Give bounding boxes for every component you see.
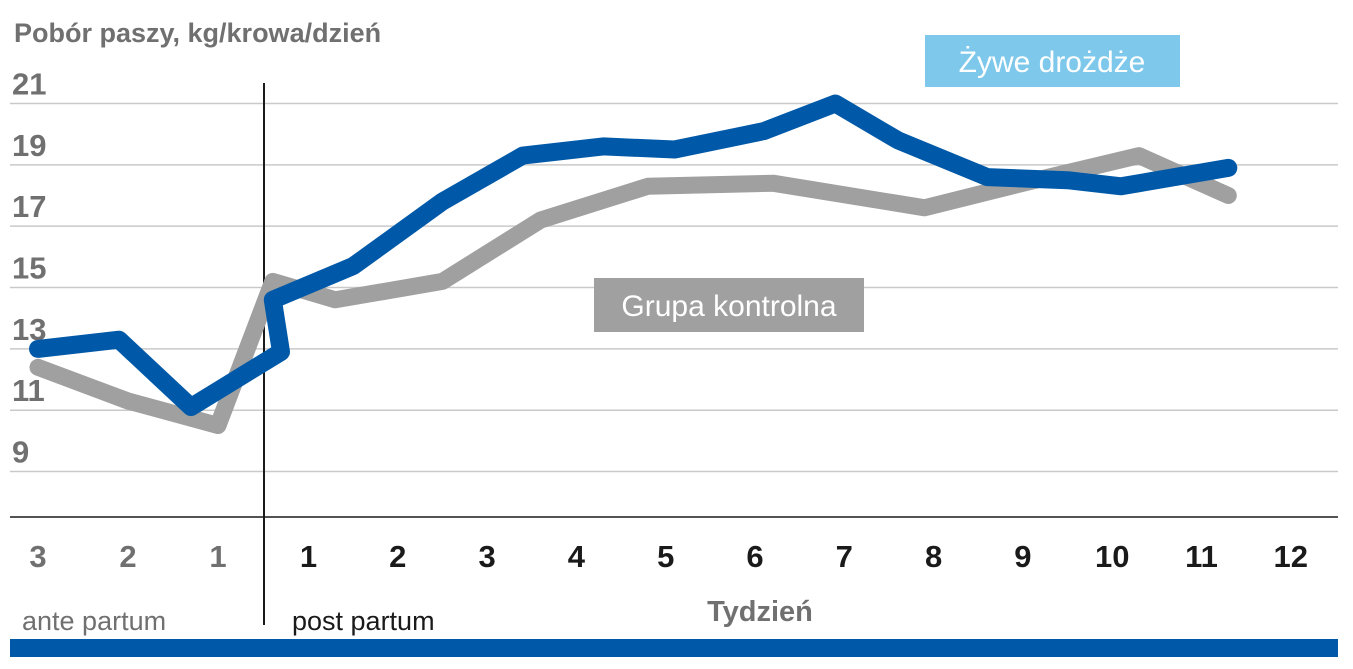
x-tick-label: 3 [478,539,495,574]
x-tick-labels: 3 2 1 1 2 3 4 5 6 7 8 9 10 11 12 [29,539,1308,574]
x-tick-label: 9 [1014,539,1031,574]
series-lines [29,94,1238,434]
phase-label-ante: ante partum [22,606,166,636]
y-tick-label: 9 [12,435,29,470]
legend-label-live-yeast: Żywe drożdże [959,46,1146,79]
x-tick-label: 12 [1274,539,1308,574]
x-tick-label: 2 [389,539,406,574]
y-axis-title: Pobór paszy, kg/krowa/dzień [14,18,381,48]
legend-swatch-live-yeast [925,35,1180,87]
x-tick-label: 6 [746,539,763,574]
x-tick-label: 11 [1185,539,1218,574]
y-tick-label: 17 [12,189,46,224]
x-tick-label: 7 [836,539,853,574]
x-axis-title: Tydzień [707,596,813,628]
bottom-bar [10,639,1338,657]
series-line-live-yeast [29,94,1238,417]
phase-label-post: post partum [292,606,435,636]
x-tick-label: 2 [119,539,136,574]
y-tick-label: 15 [12,251,46,286]
x-tick-label: 1 [209,539,226,574]
x-tick-label: 5 [657,539,674,574]
legend-live-yeast: Żywe drożdże [925,35,1180,87]
x-tick-label: 1 [300,539,317,574]
y-tick-label: 19 [12,128,46,163]
x-tick-label: 3 [29,539,46,574]
y-tick-label: 11 [12,373,45,408]
x-tick-label: 8 [925,539,942,574]
x-tick-label: 10 [1095,539,1129,574]
legend-label-control-group: Grupa kontrolna [621,290,836,323]
legend-swatch-control-group [594,278,864,332]
x-tick-label: 4 [568,539,586,574]
y-tick-label: 21 [12,67,46,102]
legend-control-group: Grupa kontrolna [594,278,864,332]
